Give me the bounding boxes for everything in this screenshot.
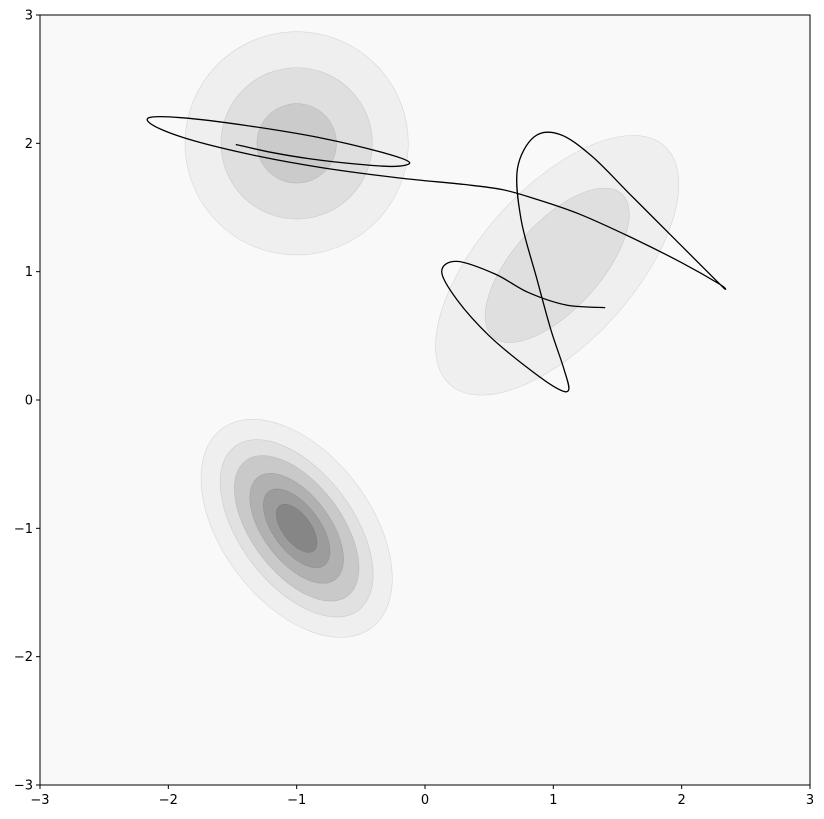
axes: −3 −2 −1 0 1 2 3 −3 −2 −1 0 1 2 3 xyxy=(14,9,814,809)
x-tick-label: 2 xyxy=(678,793,686,808)
gaussian-component xyxy=(200,418,393,638)
x-tick-label: −2 xyxy=(159,793,178,808)
x-tick-label: −3 xyxy=(30,793,49,808)
y-tick-label: −2 xyxy=(14,650,33,665)
y-tick-label: 2 xyxy=(25,137,33,152)
x-tick-label: −1 xyxy=(287,793,306,808)
x-tick-label: 1 xyxy=(549,793,557,808)
y-tick-label: 1 xyxy=(25,265,33,280)
x-tick-label: 0 xyxy=(421,793,429,808)
contour-level xyxy=(256,103,337,184)
gaussian-component xyxy=(184,31,409,256)
y-tick-label: −1 xyxy=(14,522,33,537)
y-tick-label: 0 xyxy=(25,394,33,409)
x-tick-label: 3 xyxy=(806,793,814,808)
contour-background xyxy=(40,15,810,785)
contour-level xyxy=(275,503,318,553)
y-tick-label: 3 xyxy=(25,9,33,24)
y-tick-label: −3 xyxy=(14,779,33,794)
trajectory-line xyxy=(146,115,727,393)
plot-content xyxy=(40,15,810,785)
plot-area xyxy=(40,15,810,785)
